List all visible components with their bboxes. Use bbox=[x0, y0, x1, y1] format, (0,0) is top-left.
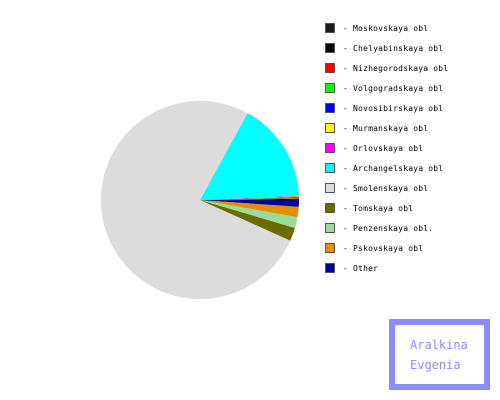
legend-item: - Smolenskaya obl bbox=[325, 178, 448, 198]
legend-swatch bbox=[325, 23, 335, 33]
legend-swatch bbox=[325, 43, 335, 53]
author-last-name: Evgenia bbox=[410, 357, 461, 372]
legend-item: - Orlovskaya obl bbox=[325, 138, 448, 158]
pie-slice-orlovskaya-obl bbox=[200, 195, 299, 200]
legend-item: - Archangelskaya obl bbox=[325, 158, 448, 178]
legend-swatch bbox=[325, 143, 335, 153]
legend-swatch bbox=[325, 163, 335, 173]
legend-label: - Penzenskaya obl. bbox=[343, 223, 434, 233]
pie-slice-archangelskaya-obl bbox=[200, 113, 299, 200]
author-first-name: Aralkina bbox=[410, 337, 468, 352]
legend-label: - Nizhegorodskaya obl bbox=[343, 63, 449, 73]
legend-label: - Novosibirskaya obl bbox=[343, 103, 444, 113]
legend-swatch bbox=[325, 243, 335, 253]
legend-label: - Orlovskaya obl bbox=[343, 143, 424, 153]
author-label-box: Aralkina Evgenia bbox=[389, 319, 490, 390]
legend-swatch bbox=[325, 123, 335, 133]
legend-label: - Other bbox=[343, 263, 379, 273]
pie-slice-novosibirskaya-obl bbox=[200, 196, 299, 200]
legend-swatch bbox=[325, 223, 335, 233]
legend-swatch bbox=[325, 203, 335, 213]
legend-item: - Murmanskaya obl bbox=[325, 118, 448, 138]
legend-item: - Pskovskaya obl bbox=[325, 238, 448, 258]
legend-label: - Tomskaya obl bbox=[343, 203, 414, 213]
pie-slice-chelyabinskaya-obl bbox=[200, 198, 299, 200]
legend-item: - Novosibirskaya obl bbox=[325, 98, 448, 118]
pie-slice-pskovskaya-obl bbox=[200, 200, 299, 218]
pie-slice-penzenskaya-obl bbox=[200, 200, 298, 228]
legend-swatch bbox=[325, 103, 335, 113]
pie-slices bbox=[100, 101, 300, 300]
legend-swatch bbox=[325, 183, 335, 193]
legend-item: - Other bbox=[325, 258, 448, 278]
legend-label: - Smolenskaya obl bbox=[343, 183, 429, 193]
pie-slice-tomskaya-obl bbox=[200, 200, 295, 241]
legend-swatch bbox=[325, 63, 335, 73]
legend-swatch bbox=[325, 263, 335, 273]
pie-slice-volgogradskaya-obl bbox=[200, 197, 299, 200]
pie-slice-moskovskaya-obl bbox=[200, 199, 300, 200]
legend-label: - Moskovskaya obl bbox=[343, 23, 429, 33]
legend-item: - Volgogradskaya obl bbox=[325, 78, 448, 98]
pie-slice-murmanskaya-obl bbox=[200, 196, 299, 200]
legend-label: - Murmanskaya obl bbox=[343, 123, 429, 133]
legend-item: - Nizhegorodskaya obl bbox=[325, 58, 448, 78]
pie-slice-other bbox=[200, 200, 299, 207]
legend-item: - Tomskaya obl bbox=[325, 198, 448, 218]
legend-item: - Penzenskaya obl. bbox=[325, 218, 448, 238]
legend-label: - Chelyabinskaya obl bbox=[343, 43, 444, 53]
legend-item: - Chelyabinskaya obl bbox=[325, 38, 448, 58]
legend-swatch bbox=[325, 83, 335, 93]
legend-label: - Pskovskaya obl bbox=[343, 243, 424, 253]
pie-slice-smolenskaya-obl bbox=[100, 101, 291, 300]
legend-item: - Moskovskaya obl bbox=[325, 18, 448, 38]
pie-slice-nizhegorodskaya-obl bbox=[200, 198, 299, 200]
chart-legend: - Moskovskaya obl - Chelyabinskaya obl - N… bbox=[325, 18, 448, 278]
legend-label: - Archangelskaya obl bbox=[343, 163, 444, 173]
legend-label: - Volgogradskaya obl bbox=[343, 83, 444, 93]
